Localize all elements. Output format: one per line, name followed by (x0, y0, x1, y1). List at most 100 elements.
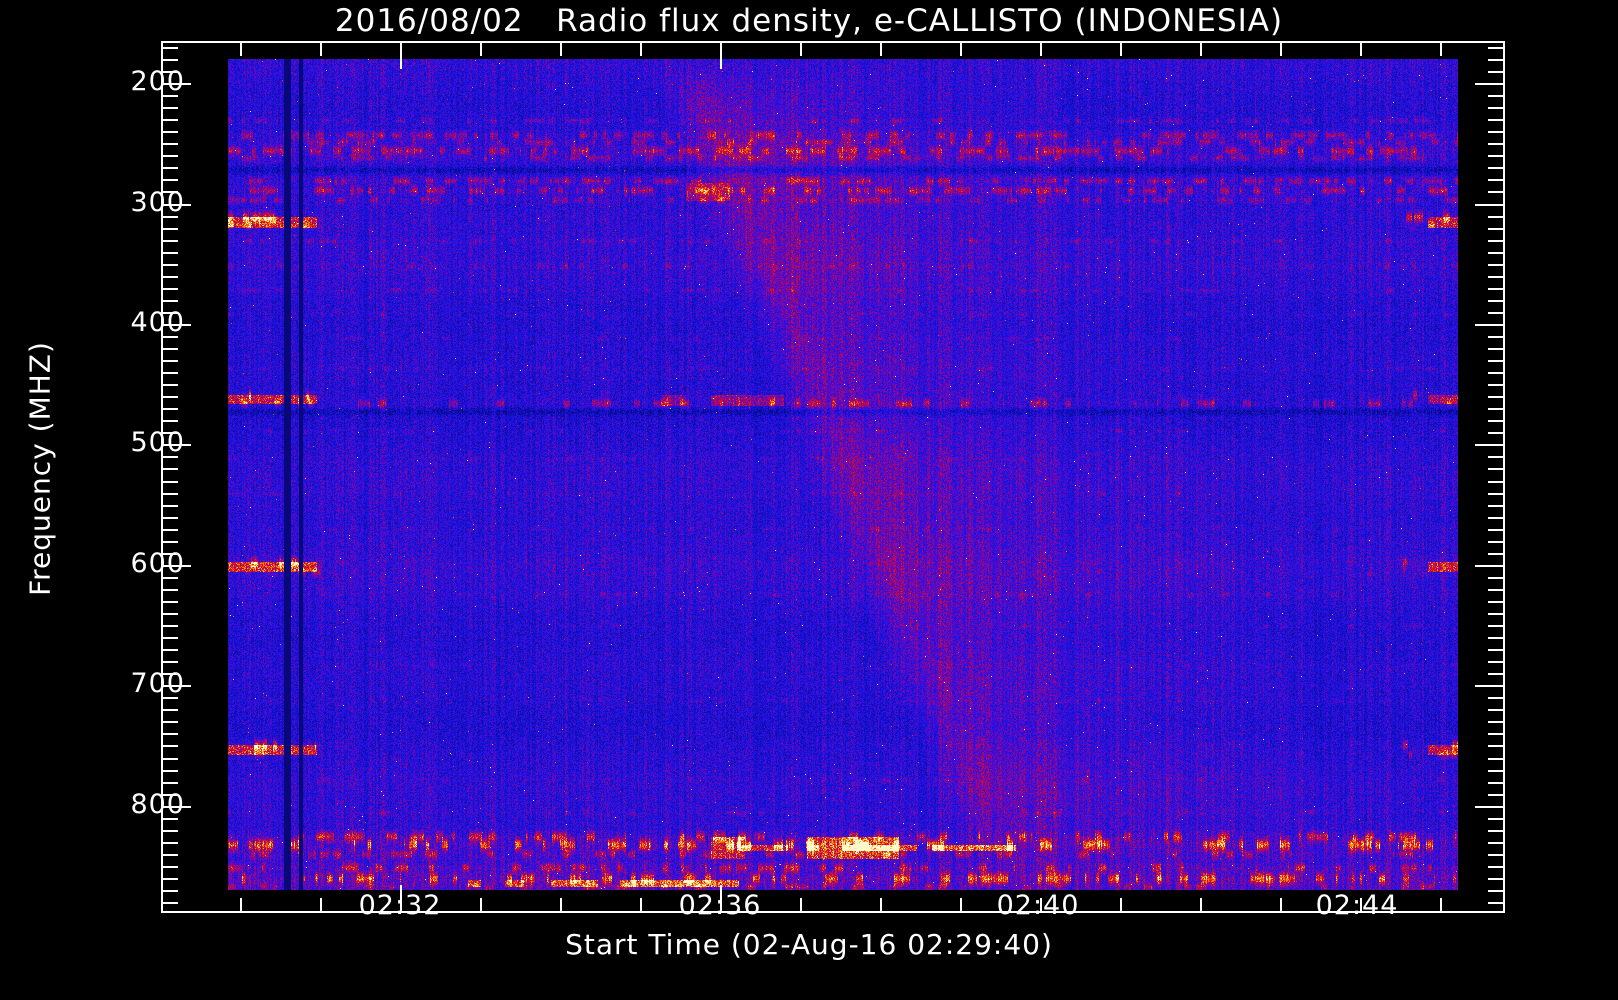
y-tick-minor-right (1488, 517, 1503, 519)
y-tick-minor-right (1488, 468, 1503, 470)
y-tick-minor (163, 432, 178, 434)
y-tick-minor-right (1488, 637, 1503, 639)
y-tick-minor-right (1488, 264, 1503, 266)
x-tick-minor-top (880, 43, 882, 56)
y-tick-minor (163, 890, 178, 892)
y-tick-minor-right (1488, 191, 1503, 193)
y-tick-minor (163, 866, 178, 868)
y-tick-minor-right (1488, 745, 1503, 747)
x-tick-minor (640, 898, 642, 911)
y-tick-minor (163, 408, 178, 410)
y-tick-minor-right (1488, 420, 1503, 422)
y-tick-minor (163, 842, 178, 844)
y-tick-minor (163, 758, 178, 760)
y-tick-label: 600 (130, 547, 185, 579)
y-tick-minor (163, 493, 178, 495)
y-tick-label: 200 (130, 66, 185, 98)
y-tick-minor-right (1488, 902, 1503, 904)
y-tick-minor (163, 191, 178, 193)
y-tick-minor (163, 456, 178, 458)
y-tick-minor (163, 131, 178, 133)
y-tick-minor (163, 745, 178, 747)
y-tick-minor (163, 733, 178, 735)
y-tick-minor-right (1488, 119, 1503, 121)
y-tick-minor (163, 505, 178, 507)
y-tick-minor-right (1488, 505, 1503, 507)
x-tick-minor (1360, 898, 1362, 911)
y-tick-minor (163, 878, 178, 880)
y-tick-minor-right (1488, 721, 1503, 723)
y-tick-minor-right (1488, 131, 1503, 133)
y-tick-minor (163, 613, 178, 615)
y-tick-minor-right (1488, 770, 1503, 772)
y-tick-minor-right (1488, 733, 1503, 735)
x-tick-minor (1440, 898, 1442, 911)
y-tick-minor-right (1488, 47, 1503, 49)
x-tick-minor-top (800, 43, 802, 56)
y-tick-minor-right (1488, 240, 1503, 242)
y-tick-minor (163, 336, 178, 338)
y-tick-minor (163, 95, 178, 97)
y-tick-minor (163, 71, 178, 73)
y-tick-minor-right (1488, 697, 1503, 699)
y-tick-label: 700 (130, 668, 185, 700)
y-tick-minor (163, 276, 178, 278)
x-tick-minor (320, 898, 322, 911)
y-tick-minor-right (1488, 481, 1503, 483)
y-tick-minor (163, 709, 178, 711)
x-tick-label: 02:44 (1315, 890, 1399, 921)
x-tick-minor (1040, 898, 1042, 911)
y-tick-major (163, 324, 191, 326)
y-tick-major (163, 685, 191, 687)
spectrogram-image (228, 59, 1458, 890)
x-tick-minor-top (1040, 43, 1042, 56)
y-tick-major (163, 806, 191, 808)
y-tick-minor-right (1488, 842, 1503, 844)
y-tick-minor (163, 107, 178, 109)
y-tick-minor (163, 830, 178, 832)
y-tick-minor (163, 264, 178, 266)
y-tick-minor-right (1488, 384, 1503, 386)
y-tick-minor-right (1488, 782, 1503, 784)
y-tick-minor-right (1488, 601, 1503, 603)
y-tick-minor (163, 661, 178, 663)
x-tick-major-top (720, 43, 722, 69)
y-tick-minor (163, 601, 178, 603)
y-tick-major-right (1475, 806, 1503, 808)
y-tick-minor-right (1488, 673, 1503, 675)
x-tick-minor-top (1360, 43, 1362, 56)
x-tick-minor (560, 898, 562, 911)
y-tick-minor (163, 59, 178, 61)
y-tick-minor (163, 384, 178, 386)
x-tick-minor (480, 898, 482, 911)
x-tick-minor-top (240, 43, 242, 56)
y-tick-minor (163, 649, 178, 651)
x-tick-minor (880, 898, 882, 911)
y-tick-minor (163, 216, 178, 218)
y-tick-minor (163, 529, 178, 531)
y-tick-minor (163, 420, 178, 422)
y-tick-minor-right (1488, 360, 1503, 362)
y-tick-major-right (1475, 444, 1503, 446)
x-tick-minor (800, 898, 802, 911)
y-tick-label: 800 (130, 788, 185, 820)
x-tick-major (400, 885, 402, 911)
y-tick-minor (163, 794, 178, 796)
y-tick-minor (163, 625, 178, 627)
y-tick-minor-right (1488, 59, 1503, 61)
y-tick-minor (163, 902, 178, 904)
y-tick-minor-right (1488, 758, 1503, 760)
y-tick-minor-right (1488, 854, 1503, 856)
y-axis-title: Frequency (MHZ) (23, 341, 57, 596)
y-tick-minor-right (1488, 577, 1503, 579)
y-tick-minor-right (1488, 336, 1503, 338)
y-tick-major-right (1475, 204, 1503, 206)
x-tick-minor-top (1440, 43, 1442, 56)
y-tick-minor-right (1488, 553, 1503, 555)
y-tick-minor (163, 167, 178, 169)
y-tick-minor-right (1488, 396, 1503, 398)
y-tick-minor (163, 252, 178, 254)
y-tick-minor (163, 468, 178, 470)
y-tick-minor-right (1488, 613, 1503, 615)
y-tick-minor-right (1488, 541, 1503, 543)
